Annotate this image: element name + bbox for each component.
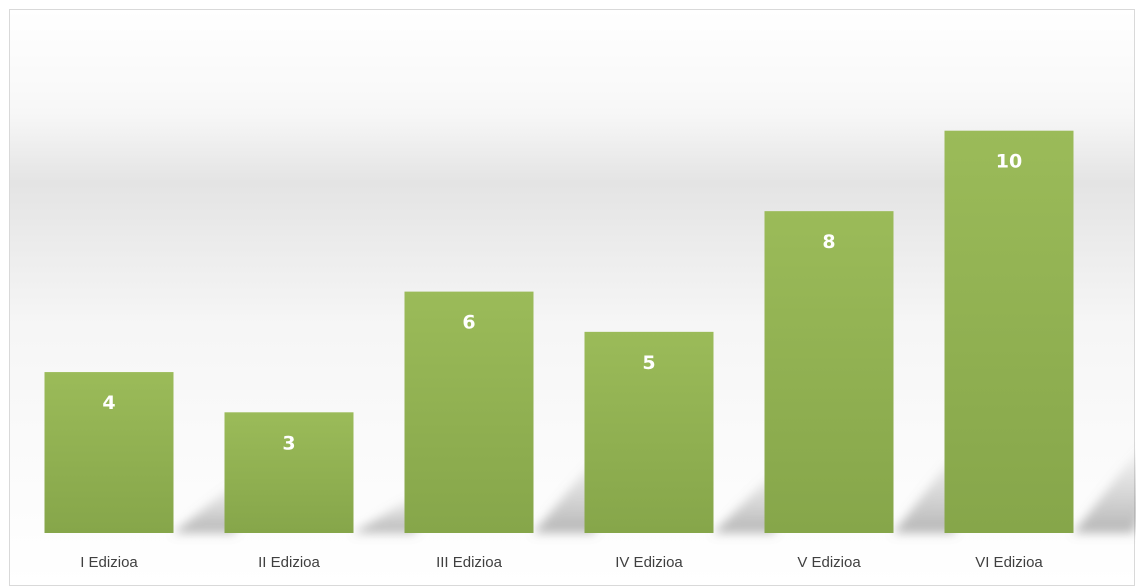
value-labels: 4 3 6 5 8 10 bbox=[102, 151, 1022, 455]
category-labels: I Edizioa II Edizioa III Edizioa IV Edizioa… bbox=[80, 554, 1043, 571]
x-tick-label: I Edizioa bbox=[80, 554, 138, 571]
data-label: 6 bbox=[462, 312, 475, 334]
x-tick-label: II Edizioa bbox=[258, 554, 320, 571]
x-tick-label: IV Edizioa bbox=[615, 554, 683, 571]
x-tick-label: V Edizioa bbox=[797, 554, 861, 571]
data-label: 5 bbox=[642, 352, 655, 374]
bar bbox=[44, 372, 174, 533]
bars bbox=[44, 130, 1074, 533]
bar bbox=[584, 331, 714, 533]
bar bbox=[944, 130, 1074, 533]
bar bbox=[404, 291, 534, 533]
data-label: 10 bbox=[996, 151, 1022, 173]
bar bbox=[224, 412, 354, 533]
x-tick-label: VI Edizioa bbox=[975, 554, 1043, 571]
x-tick-label: III Edizioa bbox=[436, 554, 503, 571]
data-label: 3 bbox=[282, 432, 295, 454]
data-label: 4 bbox=[102, 392, 115, 414]
data-label: 8 bbox=[822, 231, 835, 253]
bar bbox=[764, 211, 894, 533]
bar-shadow bbox=[1073, 452, 1136, 533]
